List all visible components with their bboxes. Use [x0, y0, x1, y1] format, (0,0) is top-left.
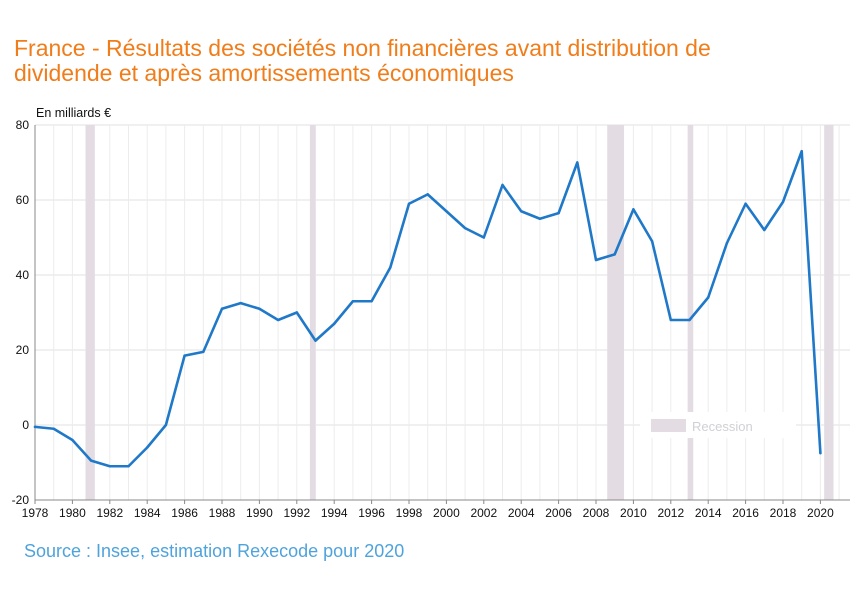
- y-axis-label: En milliards €: [36, 106, 111, 120]
- data-point: [819, 451, 822, 455]
- legend-swatch: [651, 419, 686, 432]
- data-point: [127, 465, 130, 468]
- x-tick-label: 1986: [171, 506, 198, 520]
- chart-title: France - Résultats des sociétés non fina…: [14, 36, 844, 86]
- data-point: [800, 150, 803, 153]
- recession-band: [824, 125, 834, 500]
- data-point: [650, 240, 654, 243]
- y-tick-label: 60: [16, 193, 30, 207]
- x-tick-label: 2020: [807, 506, 834, 520]
- data-point: [108, 465, 112, 468]
- chart-title-line-1: France - Résultats des sociétés non fina…: [14, 35, 711, 61]
- recession-band: [85, 125, 95, 500]
- data-point: [370, 300, 373, 303]
- x-tick-label: 2006: [545, 506, 572, 520]
- y-tick-label: 0: [22, 418, 29, 432]
- data-point: [445, 210, 448, 213]
- series-group: [33, 149, 822, 468]
- data-point: [389, 266, 392, 269]
- x-tick-label: 1982: [96, 506, 123, 520]
- x-tick-label: 1992: [283, 506, 310, 520]
- x-tick-label: 2018: [770, 506, 797, 520]
- data-point: [669, 318, 672, 322]
- y-tick-label: 20: [16, 343, 30, 357]
- x-tick-label: 1990: [246, 506, 273, 520]
- x-tick-label: 1984: [134, 506, 161, 520]
- data-point: [538, 217, 542, 220]
- data-point: [164, 423, 168, 427]
- axes: -20 0 20 40 60 80 1978 1980 1982 1984 1986 1988 1990…: [12, 118, 850, 520]
- recession-band: [687, 125, 694, 500]
- data-point: [744, 202, 747, 205]
- x-tick-label: 1996: [358, 506, 385, 520]
- data-point: [239, 301, 242, 305]
- data-point: [33, 425, 37, 429]
- data-point: [314, 339, 317, 342]
- data-point: [688, 318, 691, 322]
- x-tick-label: 1998: [396, 506, 423, 520]
- legend: Recession: [640, 412, 796, 438]
- x-tick-label: 2004: [508, 506, 535, 520]
- y-tick-label: 40: [16, 268, 30, 282]
- y-tick-label: 80: [16, 118, 30, 132]
- data-point: [632, 208, 635, 211]
- y-tick-label: -20: [12, 493, 30, 507]
- chart-title-line-2: dividende et après amortissements économ…: [14, 60, 514, 86]
- recession-bands: [85, 125, 834, 500]
- data-point: [183, 354, 186, 357]
- data-point: [89, 459, 93, 462]
- data-point: [594, 258, 598, 262]
- x-tick-label: 1978: [22, 506, 49, 520]
- recession-band: [309, 125, 316, 500]
- data-point: [520, 210, 523, 213]
- data-point: [725, 241, 729, 245]
- data-point: [557, 211, 560, 215]
- x-tick-label: 1980: [59, 506, 86, 520]
- data-point: [407, 202, 411, 205]
- data-point: [52, 427, 55, 430]
- data-point: [781, 200, 785, 204]
- data-point: [482, 236, 485, 239]
- data-point: [333, 322, 336, 325]
- data-point: [295, 311, 298, 314]
- recession-band: [607, 125, 625, 500]
- data-point: [258, 307, 261, 310]
- x-tick-label: 2012: [657, 506, 684, 520]
- data-point: [202, 350, 205, 354]
- x-tick-label: 2016: [732, 506, 759, 520]
- data-point: [576, 161, 579, 164]
- data-point: [763, 228, 766, 232]
- data-point: [426, 193, 429, 196]
- x-tick-label: 2010: [620, 506, 647, 520]
- x-tick-label: 2014: [695, 506, 722, 520]
- data-point: [220, 307, 224, 310]
- data-point: [71, 438, 74, 442]
- data-point: [613, 253, 616, 256]
- legend-label: Recession: [692, 419, 753, 434]
- data-point: [146, 446, 149, 449]
- data-point: [463, 226, 467, 230]
- data-point: [276, 318, 280, 322]
- x-tick-label: 2002: [470, 506, 497, 520]
- data-point: [707, 296, 710, 299]
- data-point: [501, 183, 504, 187]
- grid-lines: [34, 124, 850, 501]
- x-tick-label: 2008: [583, 506, 610, 520]
- x-tick-label: 2000: [433, 506, 460, 520]
- x-tick-label: 1988: [209, 506, 236, 520]
- data-point: [351, 300, 355, 303]
- source-note: Source : Insee, estimation Rexecode pour…: [24, 541, 405, 561]
- x-tick-label: 1994: [321, 506, 348, 520]
